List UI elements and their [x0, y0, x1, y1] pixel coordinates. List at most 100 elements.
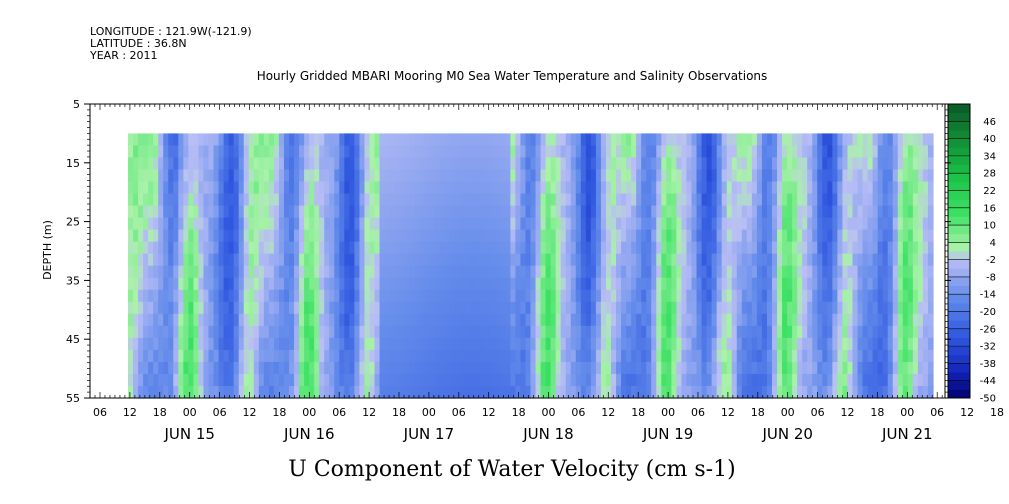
heatmap-cell: [666, 193, 672, 207]
y-tick-label: 35: [66, 274, 80, 287]
heatmap-cell: [384, 301, 391, 315]
heatmap-cell: [268, 349, 275, 363]
heatmap-cell: [515, 337, 522, 351]
heatmap-cell: [349, 193, 356, 207]
heatmap-cell: [867, 181, 874, 195]
heatmap-cell: [761, 313, 768, 327]
heatmap-cell: [465, 157, 471, 171]
heatmap-cell: [233, 289, 240, 303]
heatmap-cell: [490, 361, 496, 375]
heatmap-cell: [782, 313, 788, 327]
heatmap-cell: [294, 373, 300, 387]
heatmap-cell: [852, 217, 859, 231]
heatmap-cell: [369, 277, 376, 291]
heatmap-cell: [354, 289, 361, 303]
heatmap-cell: [374, 385, 381, 399]
heatmap-cell: [721, 205, 728, 219]
heatmap-cell: [721, 325, 728, 339]
heatmap-cell: [721, 217, 728, 231]
heatmap-cell: [711, 373, 718, 387]
heatmap-cell: [867, 385, 874, 399]
heatmap-cell: [636, 289, 642, 303]
year-label: YEAR : 2011: [89, 49, 158, 62]
heatmap-cell: [168, 361, 174, 375]
heatmap-cell: [605, 181, 612, 195]
heatmap-cell: [193, 169, 200, 183]
heatmap-cell: [611, 205, 617, 219]
heatmap-cell: [128, 265, 134, 279]
heatmap-cell: [580, 157, 587, 171]
heatmap-cell: [646, 193, 652, 207]
heatmap-cell: [128, 205, 134, 219]
heatmap-cell: [148, 337, 154, 351]
heatmap-cell: [495, 373, 501, 387]
heatmap-cell: [706, 277, 713, 291]
heatmap-cell: [354, 373, 361, 387]
heatmap-cell: [273, 277, 280, 291]
heatmap-cell: [520, 205, 527, 219]
heatmap-cell: [907, 181, 914, 195]
heatmap-cell: [777, 181, 783, 195]
heatmap-cell: [892, 325, 899, 339]
heatmap-cell: [394, 301, 401, 315]
heatmap-cell: [178, 133, 184, 147]
heatmap-cell: [575, 145, 582, 159]
heatmap-cell: [782, 193, 788, 207]
heatmap-cell: [842, 205, 849, 219]
heatmap-cell: [203, 229, 210, 243]
heatmap-cell: [595, 217, 602, 231]
heatmap-cell: [922, 337, 929, 351]
heatmap-cell: [726, 253, 733, 267]
heatmap-cell: [399, 277, 406, 291]
heatmap-cell: [782, 241, 788, 255]
heatmap-cell: [128, 361, 134, 375]
heatmap-cell: [455, 145, 461, 159]
heatmap-cell: [465, 253, 471, 267]
heatmap-cell: [173, 265, 179, 279]
heatmap-cell: [892, 157, 899, 171]
heatmap-cell: [490, 325, 496, 339]
heatmap-cell: [777, 193, 783, 207]
heatmap-cell: [706, 313, 713, 327]
heatmap-cell: [233, 361, 240, 375]
heatmap-cell: [761, 337, 768, 351]
heatmap-cell: [646, 265, 652, 279]
heatmap-cell: [309, 169, 315, 183]
heatmap-cell: [475, 373, 481, 387]
heatmap-cell: [626, 349, 632, 363]
heatmap-cell: [324, 241, 330, 255]
heatmap-cell: [485, 181, 491, 195]
heatmap-cell: [324, 193, 330, 207]
heatmap-cell: [872, 181, 879, 195]
heatmap-cell: [822, 145, 828, 159]
heatmap-cell: [580, 361, 587, 375]
heatmap-cell: [223, 217, 230, 231]
heatmap-cell: [550, 337, 557, 351]
heatmap-cell: [404, 169, 411, 183]
heatmap-cell: [872, 313, 879, 327]
heatmap-cell: [283, 229, 290, 243]
heatmap-cell: [278, 133, 285, 147]
heatmap-cell: [540, 289, 547, 303]
heatmap-cell: [756, 169, 763, 183]
heatmap-cell: [525, 217, 532, 231]
heatmap-cell: [666, 385, 672, 399]
heatmap-cell: [389, 301, 396, 315]
heatmap-cell: [268, 229, 275, 243]
heatmap-cell: [444, 157, 451, 171]
heatmap-cell: [525, 133, 532, 147]
heatmap-cell: [213, 241, 220, 255]
heatmap-cell: [394, 325, 401, 339]
heatmap-cell: [444, 301, 451, 315]
heatmap-cell: [404, 277, 411, 291]
heatmap-cell: [646, 301, 652, 315]
heatmap-cell: [525, 205, 532, 219]
heatmap-cell: [374, 373, 381, 387]
heatmap-cell: [626, 325, 632, 339]
heatmap-cell: [485, 145, 491, 159]
heatmap-cell: [424, 313, 431, 327]
heatmap-cell: [434, 301, 441, 315]
heatmap-cell: [787, 157, 793, 171]
heatmap-cell: [460, 133, 466, 147]
heatmap-cell: [238, 361, 245, 375]
